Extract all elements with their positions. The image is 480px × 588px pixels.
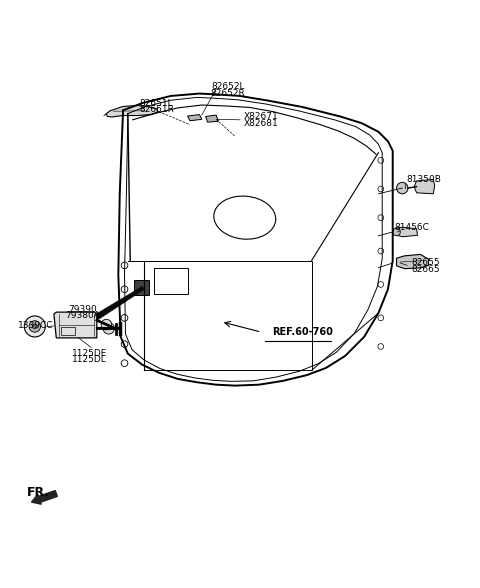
Text: 1125DE: 1125DE: [72, 349, 108, 358]
Circle shape: [396, 182, 408, 194]
Circle shape: [24, 316, 45, 337]
Text: 1339CC: 1339CC: [18, 320, 53, 329]
Polygon shape: [396, 255, 429, 269]
Text: 79390: 79390: [68, 305, 97, 314]
Circle shape: [29, 320, 40, 332]
Polygon shape: [205, 115, 218, 122]
Text: 1125DL: 1125DL: [72, 355, 107, 365]
Text: 79380A: 79380A: [65, 312, 100, 320]
Polygon shape: [395, 227, 418, 237]
Text: X82681: X82681: [244, 119, 279, 128]
Circle shape: [33, 324, 37, 329]
Polygon shape: [188, 115, 202, 121]
Polygon shape: [72, 286, 144, 333]
Text: 81350B: 81350B: [406, 175, 441, 184]
Text: 82665: 82665: [412, 265, 441, 274]
Text: 82652L: 82652L: [211, 82, 245, 91]
Text: 82652R: 82652R: [211, 89, 245, 98]
FancyArrow shape: [32, 490, 57, 505]
Polygon shape: [414, 179, 435, 194]
Polygon shape: [54, 312, 97, 338]
Text: 81456C: 81456C: [395, 223, 429, 232]
Text: FR.: FR.: [27, 486, 50, 499]
Circle shape: [101, 319, 112, 330]
Polygon shape: [134, 280, 149, 295]
Circle shape: [393, 228, 400, 236]
Text: 82661R: 82661R: [139, 105, 174, 114]
Text: REF.60-760: REF.60-760: [273, 327, 333, 337]
Text: 82651L: 82651L: [140, 99, 173, 108]
Polygon shape: [107, 105, 158, 117]
Circle shape: [103, 323, 115, 334]
Text: 82655: 82655: [412, 259, 441, 268]
Text: X82671: X82671: [244, 112, 279, 121]
